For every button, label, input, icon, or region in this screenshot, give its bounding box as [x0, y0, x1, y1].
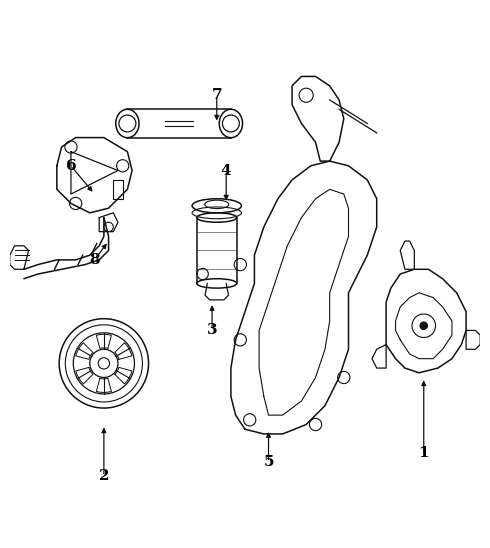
Text: 7: 7 [212, 88, 222, 102]
Text: 3: 3 [207, 323, 218, 338]
Text: 8: 8 [89, 253, 100, 267]
Text: 6: 6 [66, 159, 76, 173]
Circle shape [420, 322, 427, 329]
Text: 4: 4 [221, 163, 231, 178]
Text: 1: 1 [418, 446, 429, 460]
Text: 5: 5 [263, 455, 274, 469]
Text: 2: 2 [98, 469, 109, 483]
